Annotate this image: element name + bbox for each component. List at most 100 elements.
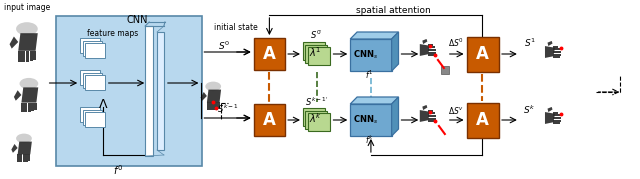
Bar xyxy=(26,154,28,162)
Bar xyxy=(212,102,215,110)
Text: A: A xyxy=(476,111,489,129)
Bar xyxy=(18,51,21,62)
Bar xyxy=(29,154,31,161)
Bar xyxy=(305,110,327,129)
Polygon shape xyxy=(547,107,552,112)
Bar xyxy=(215,102,218,110)
Text: $\Lambda$: $\Lambda$ xyxy=(97,98,108,110)
Bar xyxy=(554,54,561,55)
Bar xyxy=(554,46,558,48)
Text: $f^1$: $f^1$ xyxy=(365,69,373,81)
Bar xyxy=(85,75,105,90)
Bar xyxy=(35,103,36,110)
Bar xyxy=(207,102,209,110)
Bar xyxy=(303,42,324,60)
Text: $\lambda^k$: $\lambda^k$ xyxy=(309,111,323,125)
Polygon shape xyxy=(21,87,38,103)
Bar xyxy=(554,117,561,119)
Bar xyxy=(253,38,285,70)
Polygon shape xyxy=(10,37,19,49)
Text: CNN: CNN xyxy=(127,15,148,25)
Polygon shape xyxy=(19,33,38,51)
Bar xyxy=(428,49,436,51)
Text: $\Delta S^{0}$: $\Delta S^{0}$ xyxy=(448,37,463,49)
Bar xyxy=(85,112,105,127)
Bar xyxy=(145,26,153,156)
Bar xyxy=(80,107,100,122)
Bar xyxy=(428,115,436,117)
Text: A: A xyxy=(263,111,276,129)
Ellipse shape xyxy=(20,78,38,89)
Text: $S^k$: $S^k$ xyxy=(524,104,536,116)
Bar xyxy=(350,104,392,136)
Polygon shape xyxy=(200,92,207,101)
Text: input image: input image xyxy=(4,3,50,11)
Bar xyxy=(428,54,435,56)
Ellipse shape xyxy=(205,82,221,91)
Text: CNN$_s$: CNN$_s$ xyxy=(353,49,379,61)
Bar xyxy=(441,66,449,74)
Bar xyxy=(31,103,34,111)
Bar xyxy=(305,45,327,62)
Bar xyxy=(21,103,24,112)
Bar xyxy=(350,39,392,71)
Bar xyxy=(22,51,25,62)
Polygon shape xyxy=(14,90,21,101)
Bar xyxy=(253,104,285,136)
Text: $f^0$: $f^0$ xyxy=(113,163,123,177)
Ellipse shape xyxy=(16,134,32,143)
Polygon shape xyxy=(392,97,399,136)
Bar xyxy=(17,154,20,162)
Polygon shape xyxy=(12,144,18,153)
Bar xyxy=(554,49,560,50)
Polygon shape xyxy=(207,90,221,102)
Polygon shape xyxy=(422,39,428,44)
Bar xyxy=(554,51,561,53)
Text: $S^0$: $S^0$ xyxy=(218,40,230,52)
Bar xyxy=(83,40,102,55)
Polygon shape xyxy=(545,46,555,58)
Bar xyxy=(428,52,436,54)
Bar xyxy=(20,154,22,162)
Bar xyxy=(83,72,102,88)
Polygon shape xyxy=(420,110,430,122)
Text: A: A xyxy=(476,45,489,63)
Bar xyxy=(157,32,164,150)
Polygon shape xyxy=(422,105,428,110)
Bar xyxy=(26,51,29,62)
Text: spatial attention: spatial attention xyxy=(356,6,431,14)
Bar xyxy=(428,110,433,112)
Bar xyxy=(28,103,31,112)
Text: feature maps: feature maps xyxy=(87,28,138,37)
Bar xyxy=(56,16,202,166)
Polygon shape xyxy=(545,112,555,124)
Bar xyxy=(428,46,435,49)
Polygon shape xyxy=(350,97,399,104)
Bar xyxy=(24,103,27,112)
Bar xyxy=(29,51,33,61)
Text: $S^{k-1'}$: $S^{k-1'}$ xyxy=(305,96,328,108)
Bar xyxy=(428,118,436,120)
Polygon shape xyxy=(547,41,552,46)
Bar xyxy=(218,102,220,109)
Bar xyxy=(554,122,560,124)
Bar xyxy=(308,113,330,131)
Polygon shape xyxy=(392,32,399,71)
Text: $\Delta S^{v}$: $\Delta S^{v}$ xyxy=(448,105,463,115)
Bar xyxy=(554,114,560,117)
Text: A: A xyxy=(263,45,276,63)
Bar xyxy=(467,37,499,72)
Bar xyxy=(33,51,36,60)
Bar xyxy=(467,103,499,138)
Bar xyxy=(80,38,100,53)
Bar xyxy=(23,154,26,162)
Bar xyxy=(209,102,212,110)
Polygon shape xyxy=(350,32,399,39)
Text: $S^{k-1}$: $S^{k-1}$ xyxy=(217,103,239,115)
Bar xyxy=(303,108,324,126)
Ellipse shape xyxy=(16,22,38,35)
Bar xyxy=(83,110,102,125)
Bar xyxy=(428,44,433,46)
Bar xyxy=(308,47,330,65)
Bar xyxy=(554,112,558,114)
